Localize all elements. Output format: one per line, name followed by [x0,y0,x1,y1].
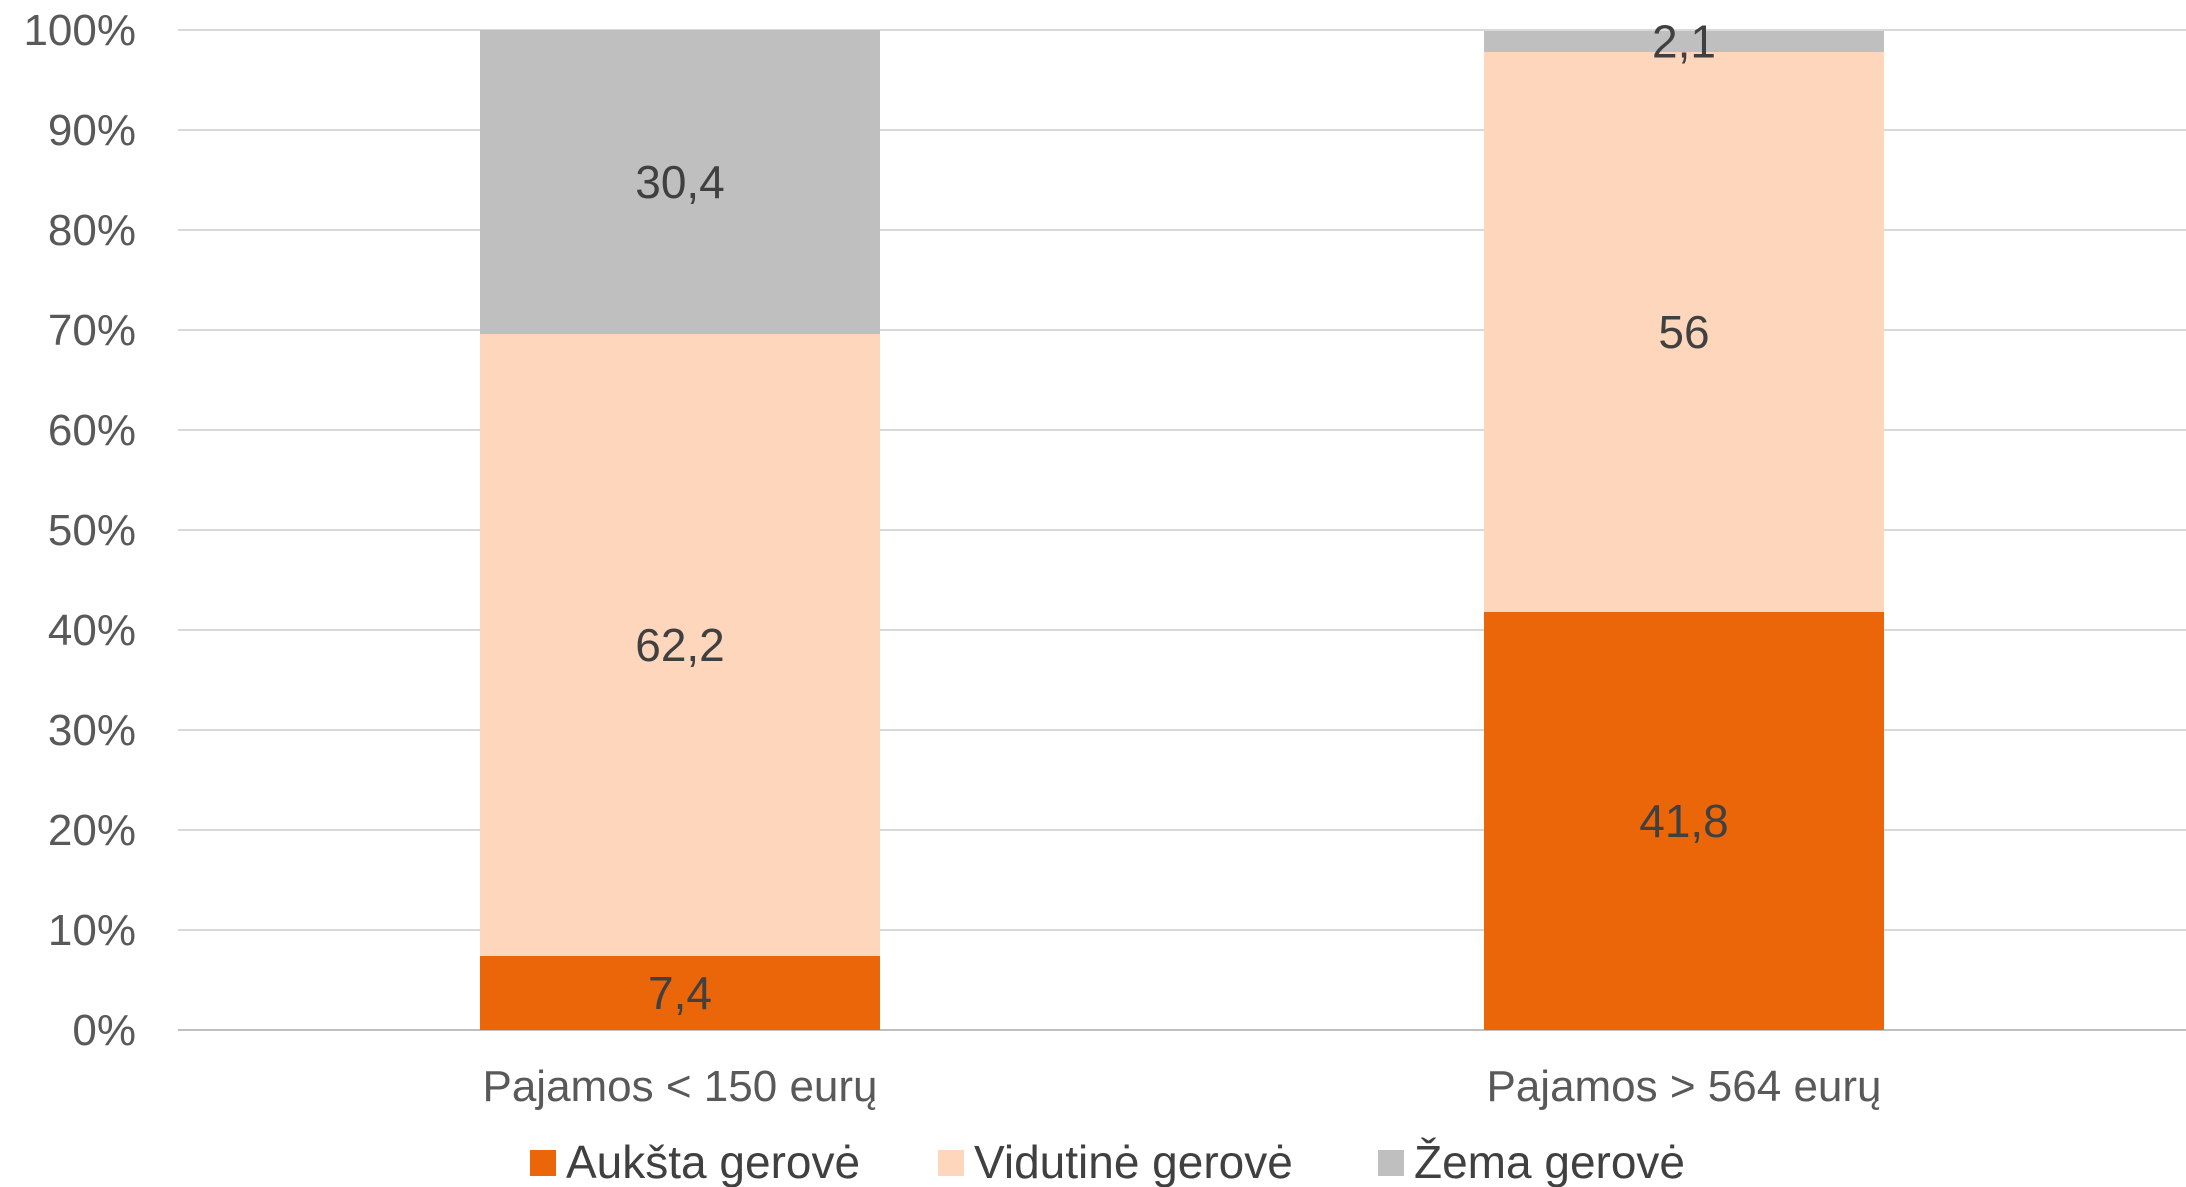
data-label: 56 [1658,306,1709,358]
data-label: 30,4 [635,156,725,208]
y-tick-label: 80% [48,206,136,255]
bar-segment [480,30,880,334]
y-tick-label: 10% [48,906,136,955]
bar-segment [1484,31,1884,52]
x-category-label: Pajamos > 564 eurų [1486,1062,1881,1111]
data-label: 62,2 [635,619,725,671]
legend-swatch [1378,1150,1404,1176]
x-category-label: Pajamos < 150 eurų [482,1062,877,1111]
legend-swatch [530,1150,556,1176]
y-axis: 0% 10% 20% 30% 40% 50% 60% 70% 80% 90% 100% [23,6,136,1055]
data-label: 2,1 [1652,16,1716,68]
y-tick-label: 40% [48,606,136,655]
y-tick-label: 30% [48,706,136,755]
bar-segment [1484,52,1884,612]
data-label: 41,8 [1639,795,1729,847]
y-tick-label: 90% [48,106,136,155]
legend: Aukšta gerovė Vidutinė gerovė Žema gerovė [530,1136,1685,1187]
y-tick-label: 50% [48,506,136,555]
gridlines [178,29,2186,1031]
y-tick-label: 70% [48,306,136,355]
x-axis: Pajamos < 150 eurų Pajamos > 564 eurų [482,1062,1881,1111]
y-tick-label: 0% [72,1006,136,1055]
bar-segment [480,956,880,1030]
bar-segment [1484,612,1884,1030]
legend-label: Vidutinė gerovė [974,1136,1293,1187]
legend-label: Aukšta gerovė [566,1136,860,1187]
bar-segment [480,334,880,956]
y-tick-label: 20% [48,806,136,855]
y-tick-label: 60% [48,406,136,455]
legend-swatch [938,1150,964,1176]
bars: 7,4 62,2 30,4 41,8 56 2,1 [480,16,1884,1030]
legend-label: Žema gerovė [1414,1136,1685,1187]
data-label: 7,4 [648,967,712,1019]
y-tick-label: 100% [23,6,136,55]
